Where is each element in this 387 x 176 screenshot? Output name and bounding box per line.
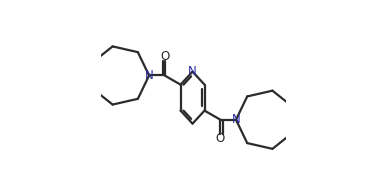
Text: N: N	[145, 69, 154, 82]
Text: N: N	[188, 65, 197, 78]
Text: N: N	[231, 113, 240, 126]
Text: O: O	[160, 50, 169, 63]
Text: O: O	[216, 132, 225, 145]
